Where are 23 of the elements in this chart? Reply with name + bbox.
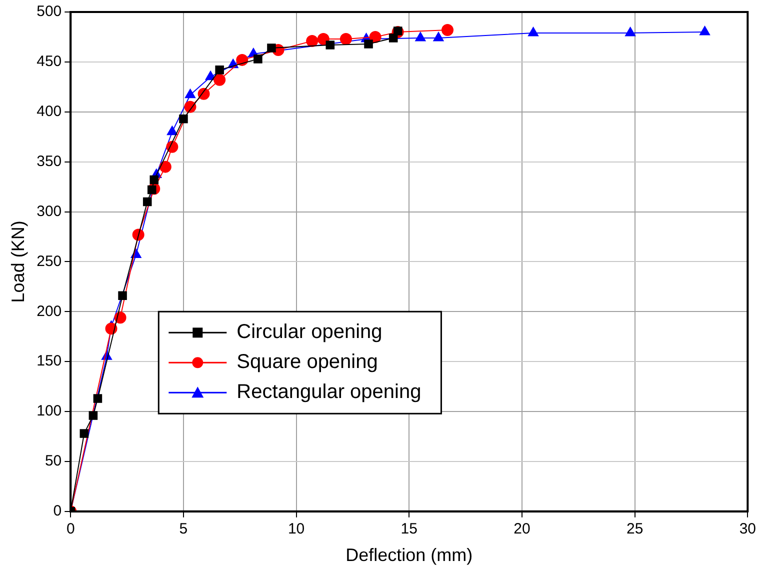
x-tick-label: 15 [400, 520, 418, 538]
y-tick-label: 150 [36, 352, 62, 370]
x-tick-label: 5 [179, 520, 188, 538]
y-tick-label: 200 [36, 302, 62, 320]
legend-label: Circular opening [236, 321, 382, 344]
y-tick-label: 450 [36, 53, 62, 70]
y-tick-label: 250 [36, 252, 62, 270]
y-axis-title: Load (KN) [8, 220, 28, 303]
y-tick-label: 350 [36, 152, 62, 170]
y-tick-label: 50 [44, 452, 62, 470]
y-tick-label: 0 [53, 502, 62, 520]
x-tick-label: 0 [66, 520, 75, 538]
x-tick-label: 10 [288, 520, 305, 538]
x-axis-title: Deflection (mm) [346, 545, 473, 566]
y-tick-label: 400 [36, 103, 62, 120]
legend-label: Rectangular opening [236, 381, 422, 404]
x-tick-label: 25 [626, 520, 644, 538]
legend-label: Square opening [236, 351, 378, 374]
x-tick-label: 20 [514, 520, 530, 538]
y-tick-label: 100 [36, 402, 62, 420]
y-tick-label: 300 [36, 202, 62, 220]
y-tick-label: 500 [36, 3, 62, 20]
x-tick-label: 30 [739, 520, 756, 538]
